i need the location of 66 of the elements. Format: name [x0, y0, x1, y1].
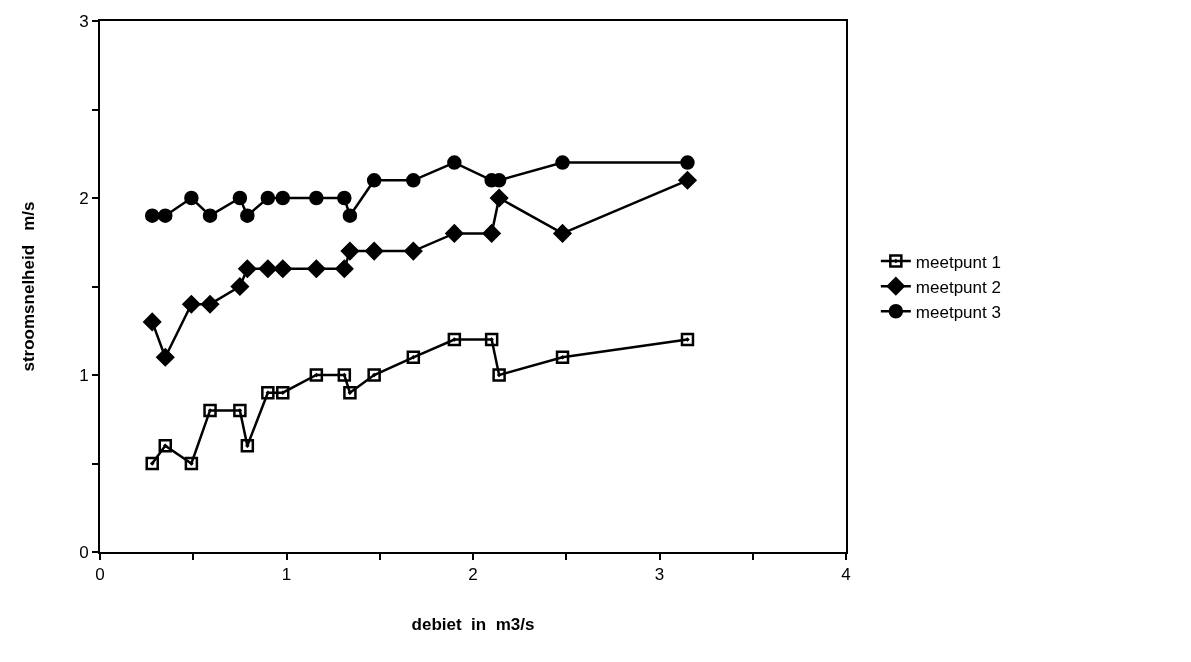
x-tick-label: 1	[281, 565, 292, 585]
legend-label: meetpunt 3	[915, 302, 1001, 322]
point	[258, 259, 277, 278]
point	[230, 277, 249, 296]
point	[482, 224, 501, 243]
point	[555, 350, 570, 365]
point	[182, 295, 201, 314]
y-tick-label: 3	[79, 11, 89, 31]
point	[203, 403, 217, 418]
point	[367, 368, 381, 382]
point	[240, 208, 255, 223]
point	[184, 456, 199, 471]
point	[145, 456, 159, 471]
point	[240, 439, 255, 453]
point	[309, 368, 324, 382]
point	[492, 368, 506, 382]
point	[680, 332, 695, 347]
point	[366, 173, 382, 188]
point	[337, 190, 352, 206]
point	[335, 259, 354, 278]
point	[276, 385, 290, 400]
point	[233, 403, 247, 418]
point	[273, 259, 292, 278]
point	[261, 385, 275, 400]
point	[337, 368, 352, 382]
point	[232, 190, 248, 206]
point	[342, 208, 358, 223]
x-tick-label: 4	[841, 565, 851, 585]
point	[406, 350, 421, 365]
point	[365, 242, 384, 261]
point	[184, 190, 199, 206]
point	[144, 208, 160, 223]
point	[484, 332, 499, 347]
point	[343, 385, 357, 400]
point	[156, 348, 175, 367]
y-tick-label: 2	[79, 188, 89, 208]
point	[445, 224, 464, 243]
y-tick-label: 0	[79, 542, 89, 562]
point	[143, 312, 162, 331]
point	[404, 242, 423, 261]
point	[275, 190, 291, 206]
y-axis-title: stroomsnelheid m/s	[19, 201, 39, 372]
point	[202, 208, 218, 223]
point	[680, 155, 695, 170]
point	[447, 155, 462, 170]
x-tick-label: 0	[95, 565, 105, 585]
point	[200, 295, 220, 314]
legend-label: meetpunt 2	[915, 277, 1001, 297]
point	[307, 259, 326, 278]
y-tick-label: 1	[79, 365, 89, 385]
point	[678, 171, 697, 190]
point	[260, 190, 276, 206]
x-tick-label: 3	[654, 565, 665, 585]
legend-label: meetpunt 1	[915, 252, 1001, 272]
point	[555, 155, 570, 170]
x-tick-label: 2	[468, 565, 478, 585]
point	[406, 173, 421, 188]
point	[158, 439, 173, 453]
point	[553, 224, 572, 243]
point	[447, 332, 462, 347]
point	[309, 190, 324, 206]
point	[158, 208, 173, 223]
x-axis-title: debiet in m3/s	[411, 615, 535, 635]
point	[490, 188, 509, 208]
point	[340, 242, 359, 261]
point	[238, 259, 257, 278]
